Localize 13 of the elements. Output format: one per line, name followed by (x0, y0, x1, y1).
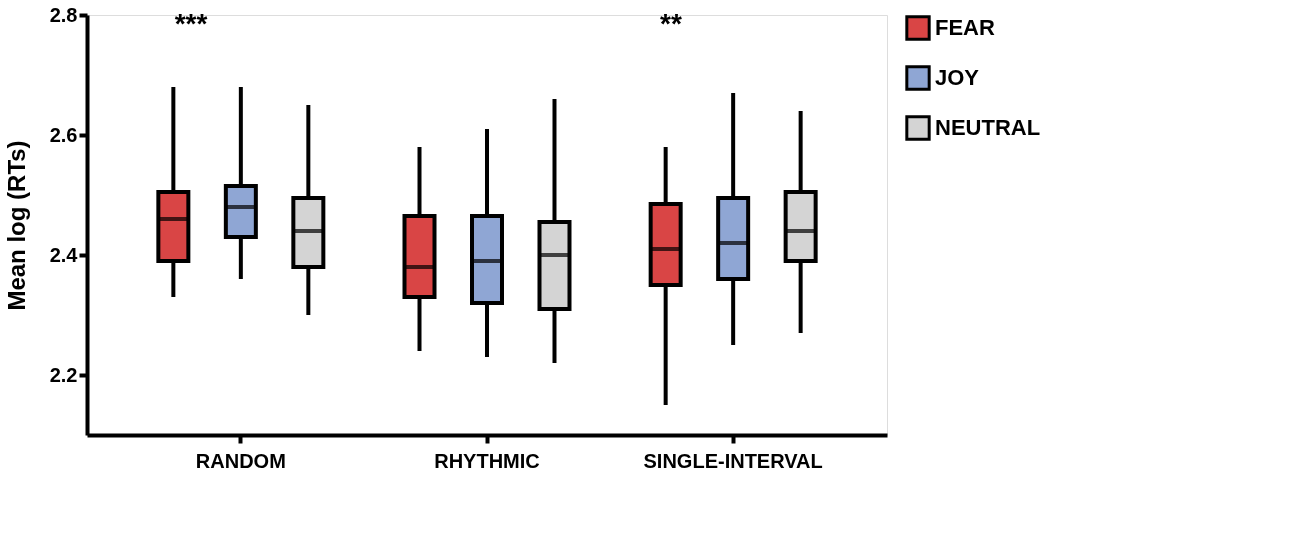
annotation: *** (174, 8, 208, 39)
x-tick-label: SINGLE-INTERVAL (643, 449, 823, 472)
legend-label: JOY (935, 65, 980, 90)
y-tick-label: 2.6 (49, 123, 78, 146)
y-tick-label: 2.4 (49, 243, 79, 266)
x-tick-label: RHYTHMIC (434, 449, 540, 472)
legend-label: NEUTRAL (935, 115, 1041, 140)
annotation: ** (660, 8, 682, 39)
y-tick-label: 2.2 (49, 363, 78, 386)
y-axis-title: Mean log (RTs) (2, 140, 30, 311)
legend-label: FEAR (935, 15, 995, 40)
y-tick-label: 2.8 (49, 3, 78, 26)
x-tick-label: RANDOM (195, 449, 286, 472)
